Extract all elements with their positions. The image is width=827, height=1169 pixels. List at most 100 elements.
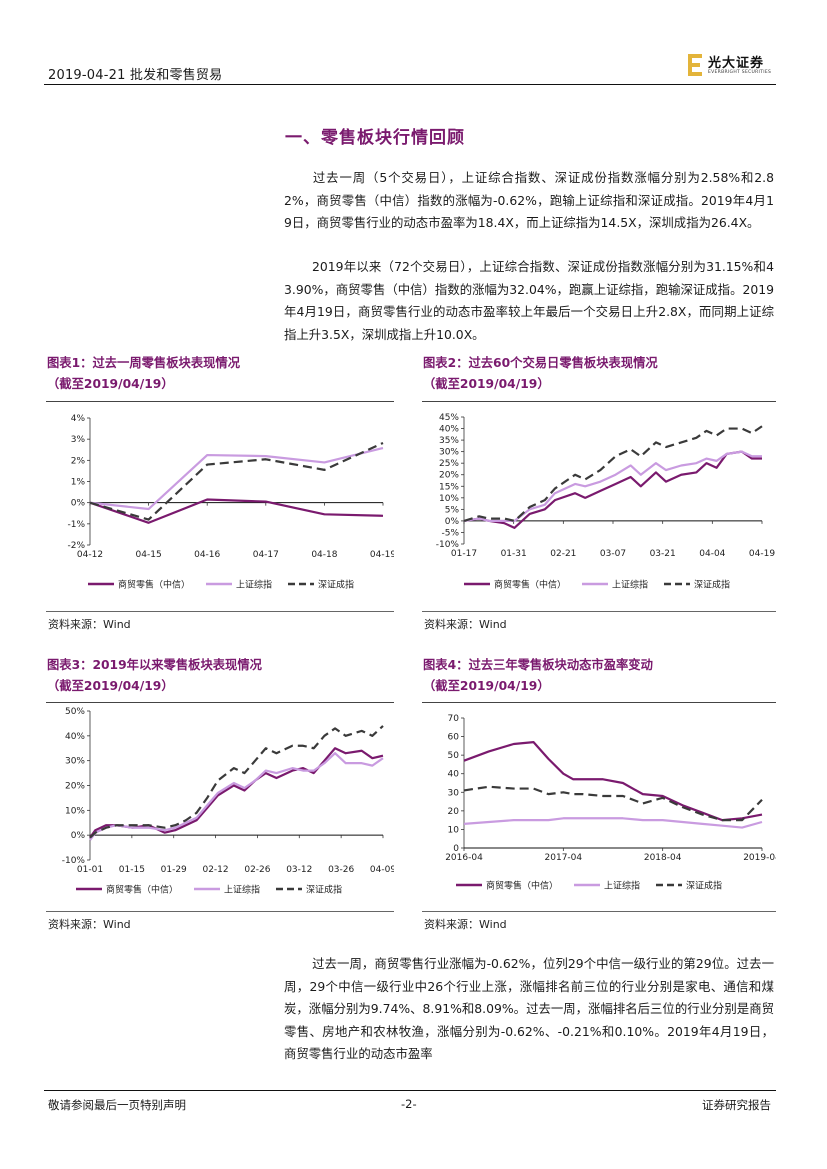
y-tick-label: 45% (439, 413, 459, 423)
figure-1-subtitle: （截至2019/04/19） (47, 377, 174, 391)
series-line-shenzhen (463, 425, 763, 523)
series-line-retail (463, 741, 763, 822)
y-tick-label: 0 (453, 844, 459, 854)
section-title: 一、零售板块行情回顾 (285, 128, 465, 148)
paragraph-1-text: 过去一周（5个交易日），上证综合指数、深证成份指数涨幅分别为2.58%和2.82… (284, 170, 774, 230)
x-tick-label: 2017-04 (545, 853, 583, 863)
chart-3: 50% 40% 30% 20% 10% 0% -10%01-01 01-15 01-29 02-1… (62, 707, 394, 896)
y-tick-label: 30% (65, 757, 85, 767)
y-tick-label: 4% (71, 414, 86, 424)
paragraph-3-text: 过去一周，商贸零售行业涨幅为-0.62%，位列29个中信一级行业的第29位。过去… (284, 956, 774, 1061)
x-tick-label: 01-29 (161, 865, 187, 875)
x-tick-label: 04-18 (311, 550, 337, 560)
footer-report-type: 证券研究报告 (702, 1098, 771, 1112)
figure-3-title: 图表3：2019年以来零售板块表现情况 (47, 658, 262, 672)
figure-1-source-rule (46, 611, 394, 612)
logo-mark-icon (688, 54, 702, 76)
legend-label-shenzhen: 深证成指 (306, 884, 342, 896)
footer-disclaimer: 敬请参阅最后一页特别声明 (48, 1098, 186, 1112)
figure-3-source: 资料来源：Wind (48, 918, 131, 931)
legend-label-shanghai: 上证综指 (236, 579, 272, 591)
y-tick-label: 40% (65, 732, 85, 742)
figure-2-source-rule (422, 611, 776, 612)
y-tick-label: 50 (448, 751, 460, 761)
legend-label-shanghai: 上证综指 (224, 884, 260, 896)
legend-label-retail: 商贸零售（中信） (118, 579, 190, 591)
legend-label-shanghai: 上证综指 (612, 579, 648, 591)
y-tick-label: 50% (65, 707, 85, 717)
y-tick-label: 60 (448, 733, 460, 743)
x-tick-label: 02-21 (550, 549, 576, 559)
chart-1: 4% 3% 2% 1% 0% -1% -2%04-12 04-15 04-16 04-17 04-1… (67, 414, 394, 591)
y-tick-label: 40% (439, 425, 459, 435)
x-tick-label: 03-21 (650, 549, 676, 559)
x-tick-label: 02-26 (244, 865, 270, 875)
y-tick-label: 10 (448, 825, 460, 835)
y-tick-label: 20% (439, 471, 459, 481)
figure-4-subtitle: （截至2019/04/19） (423, 679, 550, 693)
figure-1-source: 资料来源：Wind (48, 618, 131, 631)
legend-label-retail: 商贸零售（中信） (494, 579, 566, 591)
figure-3-rule (46, 702, 394, 703)
y-tick-label: 25% (439, 459, 459, 469)
figure-4-source: 资料来源：Wind (424, 918, 507, 931)
header-date-sector: 2019-04-21 批发和零售贸易 (48, 68, 223, 83)
series-line-shanghai (463, 817, 763, 829)
y-tick-label: 10% (65, 806, 85, 816)
x-tick-label: 04-16 (194, 550, 220, 560)
figure-2-title: 图表2：过去60个交易日零售板块表现情况 (423, 356, 658, 370)
x-tick-label: 01-15 (119, 865, 145, 875)
logo-text-en: EVERBRIGHT SECURITIES (708, 70, 772, 75)
x-tick-label: 04-17 (253, 550, 279, 560)
y-tick-label: 70 (448, 714, 460, 724)
legend-label-retail: 商贸零售（中信） (486, 880, 558, 892)
chart-2: 45% 40%35% 30%25% 20%15% 10%5% 0%-5% -10%01-17… (436, 413, 776, 591)
legend-label-shenzhen: 深证成指 (318, 579, 354, 591)
series-line-shanghai (89, 446, 384, 511)
footer-page-number: -2- (401, 1097, 417, 1111)
y-tick-label: 30 (448, 788, 460, 798)
y-tick-label: 0% (445, 517, 460, 527)
y-tick-label: 1% (71, 478, 86, 488)
paragraph-1: 过去一周（5个交易日），上证综合指数、深证成份指数涨幅分别为2.58%和2.82… (284, 167, 774, 235)
y-tick-label: 30% (439, 448, 459, 458)
figure-3-source-rule (46, 911, 394, 912)
y-tick-label: 0% (71, 499, 86, 509)
x-tick-label: 04-09 (370, 865, 394, 875)
figure-2-rule (422, 401, 776, 402)
paragraph-3: 过去一周，商贸零售行业涨幅为-0.62%，位列29个中信一级行业的第29位。过去… (284, 953, 774, 1066)
series-line-shanghai (89, 752, 384, 841)
y-tick-label: -10% (436, 540, 460, 550)
y-tick-label: 5% (445, 505, 460, 515)
x-tick-label: 04-04 (699, 549, 725, 559)
x-tick-label: 01-17 (451, 549, 477, 559)
y-tick-label: -2% (67, 541, 85, 551)
y-tick-label: 20% (65, 782, 85, 792)
x-tick-label: 04-19 (370, 550, 394, 560)
y-tick-label: 10% (439, 494, 459, 504)
footer-rule (44, 1090, 776, 1091)
figure-1-rule (46, 401, 394, 402)
y-tick-label: 0% (71, 831, 86, 841)
figure-4-source-rule (422, 911, 776, 912)
x-tick-label: 2018-04 (644, 853, 682, 863)
y-tick-label: -1% (67, 520, 85, 530)
legend-label-shenzhen: 深证成指 (694, 579, 730, 591)
x-tick-label: 2016-04 (445, 853, 483, 863)
y-tick-label: 35% (439, 436, 459, 446)
figure-2-subtitle: （截至2019/04/19） (423, 377, 550, 391)
header-rule (44, 84, 776, 85)
paragraph-2-text: 2019年以来（72个交易日），上证综合指数、深证成份指数涨幅分别为31.15%… (284, 259, 774, 342)
x-tick-label: 04-19 (749, 549, 775, 559)
y-tick-label: 15% (439, 482, 459, 492)
logo: 光大证券 EVERBRIGHT SECURITIES (688, 52, 780, 82)
series-line-shenzhen (463, 785, 763, 822)
y-tick-label: -10% (62, 856, 86, 866)
figure-4-title: 图表4：过去三年零售板块动态市盈率变动 (423, 658, 653, 672)
series-line-shenzhen (89, 725, 384, 839)
x-tick-label: 2019-04 (743, 853, 776, 863)
y-tick-label: 40 (448, 770, 460, 780)
x-tick-label: 03-12 (286, 865, 312, 875)
legend-label-retail: 商贸零售（中信） (106, 884, 178, 896)
